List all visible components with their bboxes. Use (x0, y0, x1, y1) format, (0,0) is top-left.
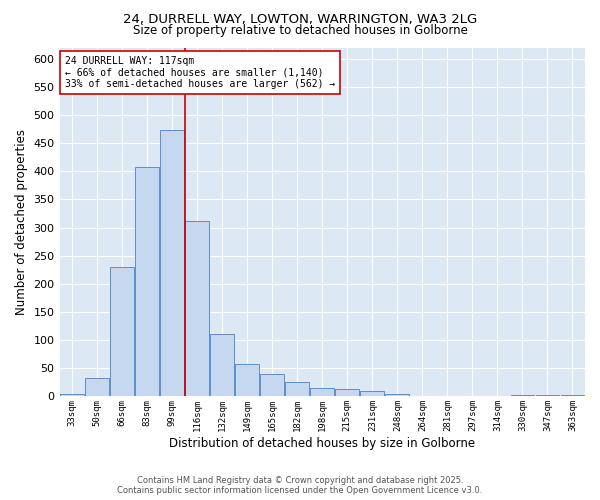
Bar (60, 394, 84, 396)
Bar (160, 130, 184, 396)
Bar (235, 364, 259, 396)
Bar (135, 168, 159, 396)
Bar (385, 394, 409, 396)
Bar (310, 388, 334, 396)
Bar (335, 388, 359, 396)
Text: Contains HM Land Registry data © Crown copyright and database right 2025.
Contai: Contains HM Land Registry data © Crown c… (118, 476, 482, 495)
Bar (185, 221, 209, 396)
X-axis label: Distribution of detached houses by size in Golborne: Distribution of detached houses by size … (169, 437, 475, 450)
Text: 24 DURRELL WAY: 117sqm
← 66% of detached houses are smaller (1,140)
33% of semi-: 24 DURRELL WAY: 117sqm ← 66% of detached… (65, 56, 335, 90)
Bar (110, 267, 134, 396)
Bar (260, 374, 284, 396)
Bar (286, 382, 309, 396)
Text: Size of property relative to detached houses in Golborne: Size of property relative to detached ho… (133, 24, 467, 37)
Bar (511, 394, 535, 396)
Bar (560, 394, 584, 396)
Bar (210, 334, 234, 396)
Bar (536, 394, 559, 396)
Bar (85, 378, 109, 396)
Y-axis label: Number of detached properties: Number of detached properties (15, 129, 28, 315)
Text: 24, DURRELL WAY, LOWTON, WARRINGTON, WA3 2LG: 24, DURRELL WAY, LOWTON, WARRINGTON, WA3… (123, 12, 477, 26)
Bar (361, 391, 384, 396)
